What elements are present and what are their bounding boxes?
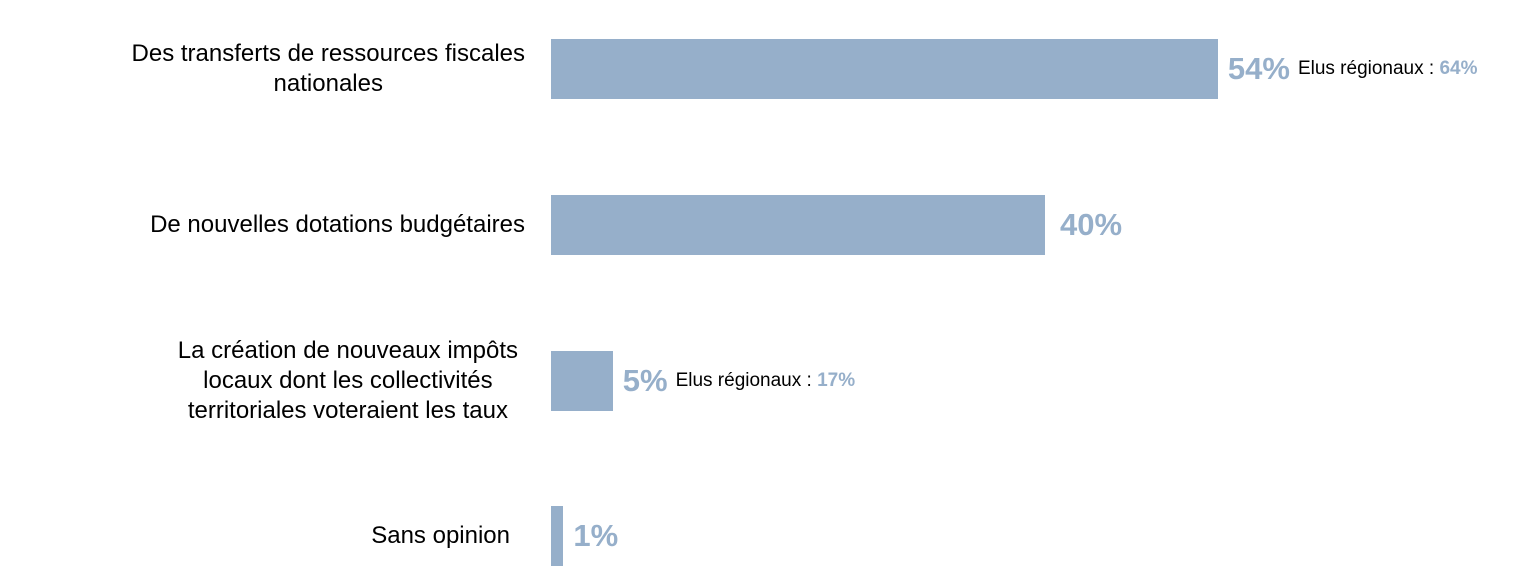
category-label-text: Sans opinion xyxy=(371,522,510,549)
value-label-group: 40% xyxy=(1060,195,1122,255)
value-label: 5% xyxy=(622,363,668,398)
category-label-text: De nouvelles dotations budgétaires xyxy=(150,211,525,238)
category-label-text: La création de nouveaux impôts locaux do… xyxy=(177,337,518,424)
category-label: Sans opinion xyxy=(371,506,510,566)
bar-row: La création de nouveaux impôts locaux do… xyxy=(0,337,1539,424)
bar xyxy=(551,39,1218,99)
value-label-group: 54% Elus régionaux : 64% xyxy=(1228,39,1478,99)
category-label: La création de nouveaux impôts locaux do… xyxy=(178,337,518,424)
annotation-value: 64% xyxy=(1439,58,1478,79)
category-label-text: Des transferts de ressources fiscales na… xyxy=(131,40,525,97)
value-label-group: 5% Elus régionaux : 17% xyxy=(623,351,855,411)
value-label: 1% xyxy=(573,518,619,553)
value-label-group: 1% xyxy=(573,506,618,566)
bar xyxy=(551,351,613,411)
value-label: 40% xyxy=(1060,207,1123,242)
value-label: 54% xyxy=(1227,51,1290,86)
annotation-label: Elus régionaux : xyxy=(675,370,818,391)
bar xyxy=(551,195,1045,255)
bar-row: Des transferts de ressources fiscales na… xyxy=(0,39,1539,99)
annotation: Elus régionaux : 64% xyxy=(1298,58,1478,80)
category-label: Des transferts de ressources fiscales na… xyxy=(132,39,525,99)
annotation-label: Elus régionaux : xyxy=(1297,58,1440,79)
annotation: Elus régionaux : 17% xyxy=(676,370,856,392)
bar xyxy=(551,506,564,566)
annotation-value: 17% xyxy=(817,370,856,391)
category-label: De nouvelles dotations budgétaires xyxy=(150,195,525,255)
bar-row: De nouvelles dotations budgétaires 40% xyxy=(0,195,1539,255)
bar-row: Sans opinion 1% xyxy=(0,506,1539,566)
